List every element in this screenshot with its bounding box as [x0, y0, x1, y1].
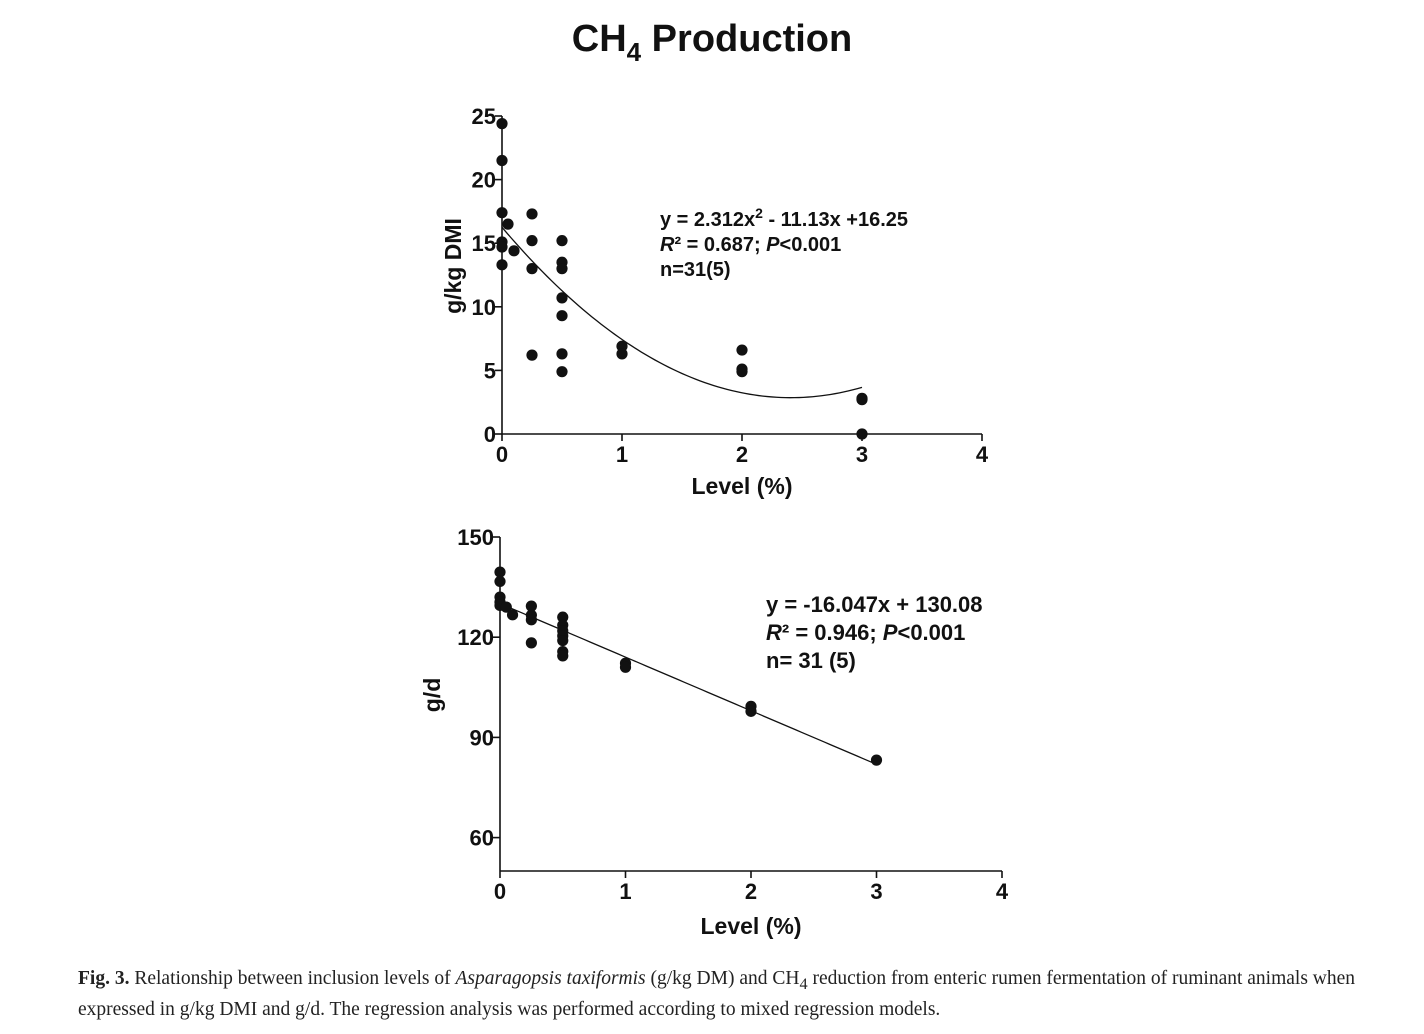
bottom-x-tick-label: 1	[619, 879, 631, 904]
top-regression-line	[501, 226, 863, 399]
top-equation-rest: - 11.13x +16.25	[763, 209, 908, 231]
title-text: CH	[571, 18, 627, 60]
caption-text-3: reduction from enteric rumen fermentatio…	[78, 968, 1356, 1020]
top-x-axis-label: Level (%)	[692, 473, 793, 499]
top-data-point	[496, 241, 508, 253]
figure-caption: Fig. 3. Relationship between inclusion l…	[78, 966, 1368, 1023]
title-subscript: 4	[626, 37, 642, 67]
top-data-point	[556, 348, 568, 360]
bottom-y-tick-label: 60	[470, 826, 494, 851]
top-x-tick-label: 3	[856, 442, 868, 467]
top-data-point	[556, 235, 568, 247]
bottom-p-symbol: P	[883, 620, 898, 645]
bottom-data-point	[870, 754, 883, 766]
bottom-sample-size: n= 31 (5)	[766, 648, 856, 673]
bottom-r-squared: R² = 0.946; P<0.001	[766, 620, 965, 645]
caption-figure-label: Fig. 3.	[78, 968, 130, 989]
chart-panel-bottom: 0 1 2 3 4 60 90 120 150 Level (%) g/d y = -16.047x …	[419, 525, 1009, 939]
top-data-point	[496, 118, 508, 130]
top-y-tick-label: 20	[472, 168, 496, 193]
top-data-point	[496, 154, 508, 167]
top-y-tick-label: 5	[484, 358, 496, 383]
chart-title: CH4 Production	[0, 18, 1424, 67]
top-y-tick-label: 25	[472, 104, 496, 129]
top-y-tick-label: 15	[472, 231, 496, 256]
top-y-tick-label: 10	[472, 295, 496, 320]
top-y-axis-label: g/kg DMI	[440, 218, 466, 314]
bottom-data-point	[619, 661, 632, 673]
bottom-data-point	[557, 611, 569, 623]
bottom-data-point	[745, 705, 757, 717]
bottom-data-point	[494, 566, 506, 578]
bottom-data-point	[557, 634, 569, 647]
top-data-point	[496, 259, 508, 271]
top-x-tick-label: 0	[496, 442, 508, 467]
bottom-equation: y = -16.047x + 130.08	[766, 592, 983, 617]
top-equation: y = 2.312x2 - 11.13x +16.25	[660, 205, 908, 231]
caption-text-1: Relationship between inclusion levels of	[129, 968, 456, 989]
chart-panel-top: 0 1 2 3 4 0 5 10 15 20 25 Level (%) g/kg DMI y = 2.31…	[440, 104, 989, 499]
top-data-point	[526, 349, 538, 361]
bottom-data-point	[506, 609, 519, 621]
top-equation-exponent: 2	[755, 205, 763, 221]
top-data-point	[556, 292, 568, 304]
top-data-point	[508, 245, 520, 257]
top-data-point	[496, 207, 508, 219]
top-data-point	[556, 310, 568, 322]
top-y-tick-label: 0	[484, 422, 496, 447]
caption-subscript: 4	[799, 974, 808, 993]
top-data-point	[616, 348, 628, 360]
top-data-point	[736, 366, 748, 378]
top-data-point	[856, 394, 868, 406]
top-data-point	[526, 235, 538, 247]
top-p-symbol: P	[766, 234, 780, 256]
top-data-point	[556, 366, 568, 378]
top-data-point	[736, 344, 748, 356]
top-sample-size: n=31(5)	[660, 259, 731, 281]
top-data-point	[526, 263, 538, 275]
bottom-data-point	[525, 637, 537, 649]
top-data-point	[526, 208, 538, 220]
bottom-r-symbol: R	[766, 620, 782, 645]
top-data-point	[556, 263, 568, 275]
top-x-tick-label: 1	[616, 442, 628, 467]
bottom-x-axis-label: Level (%)	[701, 913, 802, 939]
top-x-tick-label: 4	[976, 442, 989, 467]
bottom-x-tick-label: 0	[494, 879, 506, 904]
bottom-x-tick-label: 3	[870, 879, 882, 904]
top-p-value: <0.001	[780, 234, 842, 256]
bottom-x-tick-label: 2	[745, 879, 757, 904]
bottom-x-tick-label: 4	[996, 879, 1009, 904]
bottom-r-value: ² = 0.946;	[782, 620, 883, 645]
bottom-data-point	[500, 601, 512, 613]
bottom-data-point	[525, 600, 537, 612]
bottom-y-tick-label: 150	[457, 525, 494, 550]
bottom-y-tick-label: 120	[457, 625, 494, 650]
bottom-data-point	[525, 614, 537, 626]
bottom-y-axis-label: g/d	[419, 678, 445, 713]
caption-text-2: (g/kg DM) and CH	[645, 968, 800, 989]
bottom-data-point	[557, 650, 569, 662]
bottom-equation-main: y = -16.047x + 130.08	[766, 592, 983, 617]
caption-species: Asparagopsis taxiformis	[455, 968, 646, 989]
bottom-data-point	[494, 575, 506, 588]
top-r-value: ² = 0.687;	[674, 234, 766, 256]
top-x-tick-label: 2	[736, 442, 748, 467]
top-data-point	[856, 428, 868, 440]
bottom-p-value: <0.001	[897, 620, 965, 645]
top-r-symbol: R	[660, 234, 675, 256]
top-equation-main: y = 2.312x	[660, 209, 755, 231]
title-text-suffix: Production	[641, 18, 853, 60]
bottom-y-tick-label: 90	[470, 725, 494, 750]
top-data-point	[502, 218, 514, 230]
top-r-squared: R² = 0.687; P<0.001	[660, 234, 841, 256]
